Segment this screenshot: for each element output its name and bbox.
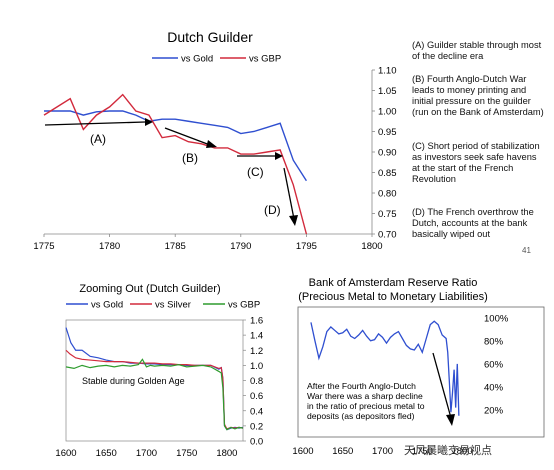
- chart1-y-tick-label: 1.10: [378, 66, 397, 77]
- label-c: (C): [247, 165, 264, 179]
- chart1-y-tick-label: 0.95: [378, 127, 397, 138]
- chart2-legend-label: vs GBP: [228, 300, 260, 311]
- reserve-ratio-chart: Bank of Amsterdam Reserve Ratio (Preciou…: [292, 277, 545, 457]
- arrow-b: [164, 127, 211, 146]
- zooming-out-chart: Zooming Out (Dutch Guilder) vs Gold vs Si…: [55, 283, 263, 459]
- chart3-x-tick-label: 1800: [451, 446, 472, 457]
- chart3-y-tick-label: 40%: [484, 382, 504, 393]
- chart3-x-tick-label: 1600: [292, 446, 313, 457]
- chart3-x-tick-label: 1700: [372, 446, 393, 457]
- chart3-x-tick-label: 1750: [412, 446, 433, 457]
- chart1-legend: vs Gold vs GBP: [152, 54, 281, 65]
- chart2-y-tick-label: 0.8: [250, 376, 263, 387]
- chart2-x-tick-label: 1600: [55, 448, 76, 459]
- chart2-y-tick-label: 1.2: [250, 346, 263, 357]
- chart1-title: Dutch Guilder: [167, 29, 253, 45]
- dutch-guilder-chart: Dutch Guilder vs Gold vs GBP 1775 1780 1785…: [33, 29, 396, 252]
- chart1-y-tick-label: 1.05: [378, 86, 397, 97]
- chart1-series-line-vs-gbp: [43, 93, 308, 235]
- chart1-x-tick-label: 1785: [165, 241, 186, 252]
- chart2-legend: vs Gold vs Silver vs GBP: [66, 300, 260, 311]
- chart1-legend-label: vs Gold: [181, 54, 213, 65]
- label-b: (B): [182, 151, 198, 165]
- chart1-y-tick-label: 0.70: [378, 230, 397, 241]
- watermark: 天风晨曦交易视点: [404, 445, 492, 457]
- chart2-x-tick-label: 1700: [136, 448, 157, 459]
- chart2-title: Zooming Out (Dutch Guilder): [79, 283, 220, 295]
- label-a: (A): [90, 132, 106, 146]
- chart1-y-tick-label: 0.75: [378, 209, 397, 220]
- chart1-y-tick-label: 0.80: [378, 189, 397, 200]
- chart2-y-tick-label: 0.4: [250, 406, 263, 417]
- chart3-annotation-line2: War there was a sharp decline: [307, 391, 423, 401]
- chart3-annotation-line3: in the ratio of precious metal to: [307, 401, 425, 411]
- chart3-annotation: After the Fourth Anglo-Dutch War there w…: [307, 381, 425, 421]
- chart3-arrow: [432, 352, 452, 419]
- chart1-y-tick-label: 1.00: [378, 107, 397, 118]
- chart3-arrow-head: [446, 414, 455, 426]
- chart3-x-tick-label: 1650: [332, 446, 353, 457]
- chart2-series-line-vs-gbp: [65, 358, 244, 431]
- note-b: (B) Fourth Anglo-Dutch War leads to mone…: [412, 74, 544, 117]
- chart2-y-tick-label: 1.0: [250, 361, 263, 372]
- chart2-series-line-vs-silver: [65, 349, 244, 430]
- chart2-annotation: Stable during Golden Age: [82, 376, 185, 386]
- arrow-b-head: [206, 140, 217, 148]
- page-number: 41: [522, 246, 531, 255]
- chart1-legend-label: vs GBP: [249, 54, 281, 65]
- note-c: (C) Short period of stabilization as inv…: [412, 141, 540, 184]
- chart2-y-tick-label: 1.6: [250, 316, 263, 327]
- chart2-y-tick-label: 0.2: [250, 421, 263, 432]
- chart3-series-line: [310, 320, 460, 416]
- chart1-x-tick-label: 1800: [361, 241, 382, 252]
- arrow-d: [283, 167, 295, 220]
- chart3-subtitle: (Precious Metal to Monetary Liabilities): [298, 291, 488, 303]
- note-a: (A) Guilder stable through most of the d…: [412, 40, 542, 61]
- chart3-title: Bank of Amsterdam Reserve Ratio: [309, 277, 478, 289]
- chart2-y-tick-label: 1.4: [250, 331, 263, 342]
- chart1-x-tick-label: 1795: [296, 241, 317, 252]
- chart2-x-tick-label: 1800: [216, 448, 237, 459]
- chart2-x-tick-label: 1750: [176, 448, 197, 459]
- chart2-y-tick-label: 0.6: [250, 391, 263, 402]
- arrow-c-head: [275, 152, 283, 160]
- chart1-series-line-vs-gold: [44, 110, 307, 182]
- label-d: (D): [264, 203, 281, 217]
- chart2-x-tick-label: 1650: [96, 448, 117, 459]
- chart1-annotations: [44, 118, 298, 226]
- arrow-a: [44, 121, 146, 126]
- arrow-a-head: [145, 118, 153, 126]
- chart2-legend-label: vs Silver: [155, 300, 191, 311]
- chart3-annotation-line1: After the Fourth Anglo-Dutch: [307, 381, 416, 391]
- chart3-frame: [297, 306, 545, 438]
- chart2-legend-label: vs Gold: [91, 300, 123, 311]
- chart3-y-tick-label: 60%: [484, 359, 504, 370]
- arrow-d-head: [289, 215, 298, 226]
- chart3-y-tick-label: 80%: [484, 336, 504, 347]
- chart2-y-tick-label: 0.0: [250, 437, 263, 448]
- chart1-x-tick-label: 1780: [99, 241, 120, 252]
- chart3-y-tick-label: 100%: [484, 313, 509, 324]
- chart1-x-tick-label: 1790: [230, 241, 251, 252]
- chart1-y-tick-label: 0.85: [378, 168, 397, 179]
- chart3-annotation-line4: deposits (as depositors fled): [307, 411, 415, 421]
- note-d: (D) The French overthrow the Dutch, acco…: [412, 207, 534, 239]
- chart1-y-tick-label: 0.90: [378, 148, 397, 159]
- chart1-x-tick-label: 1775: [33, 241, 54, 252]
- chart3-y-tick-label: 20%: [484, 405, 504, 416]
